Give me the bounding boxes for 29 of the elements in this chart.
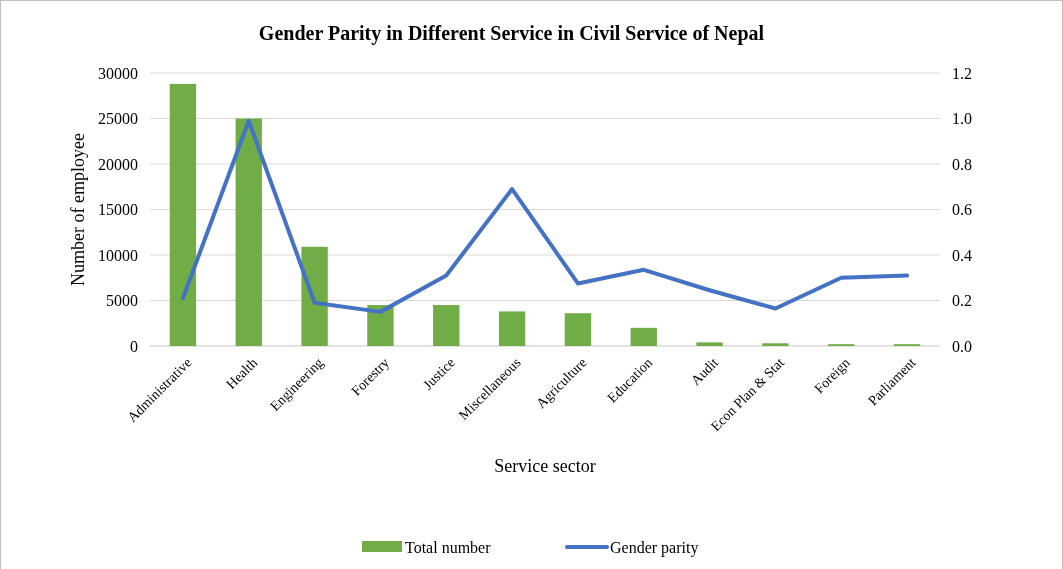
bar: [762, 343, 789, 346]
y2-tick-label: 1.0: [952, 110, 972, 128]
bar: [696, 342, 723, 346]
x-axis-title: Service sector: [494, 456, 596, 476]
chart-title: Gender Parity in Different Service in Civil Service of Nepal: [258, 22, 765, 45]
bar: [301, 246, 328, 346]
y2-tick-label: 0.8: [952, 155, 972, 173]
y-tick-label: 30000: [98, 64, 138, 82]
y-tick-label: 20000: [98, 155, 138, 173]
bar: [564, 313, 592, 346]
bar: [433, 305, 460, 346]
legend-label: Gender parity: [610, 538, 699, 557]
bar: [630, 327, 657, 346]
bar: [498, 311, 526, 346]
y-tick-label: 10000: [98, 246, 138, 264]
y-tick-label: 25000: [98, 110, 138, 128]
y2-tick-label: 0.0: [952, 337, 972, 355]
y-tick-label: 5000: [106, 292, 138, 310]
bar: [169, 83, 197, 346]
y2-tick-label: 0.2: [952, 292, 972, 310]
y-axis-title: Number of employee: [68, 133, 88, 286]
y2-tick-label: 1.2: [952, 64, 972, 82]
line-series: [180, 118, 910, 314]
legend-label: Total number: [405, 538, 492, 556]
y2-tick-label: 0.6: [952, 201, 972, 219]
y2-tick-label: 0.4: [952, 246, 972, 264]
bar: [235, 118, 262, 346]
y-tick-label: 15000: [98, 201, 138, 219]
y-tick-label: 0: [130, 337, 138, 355]
